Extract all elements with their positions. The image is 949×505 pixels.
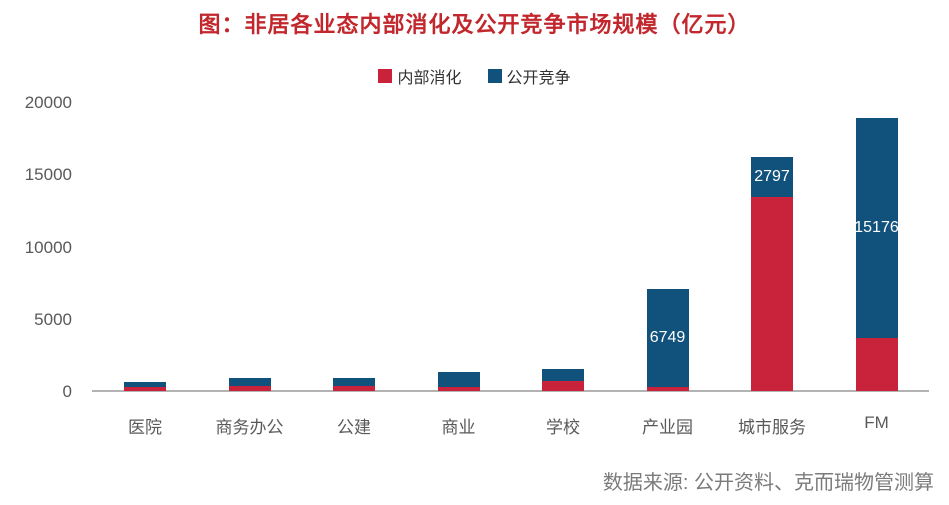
bar-segment-open-6 [646,289,689,387]
x-axis-label-5: 学校 [546,418,580,437]
chart-title: 图：非居各业态内部消化及公开竞争市场规模（亿元） [198,12,751,37]
x-axis-label-1: 医院 [128,418,162,437]
source-note: 数据来源: 公开资料、克而瑞物管测算 [602,472,934,494]
bar-segment-open-5 [542,368,584,381]
legend-label-internal: 内部消化 [397,70,462,87]
legend-item-open: 公开竞争 [487,64,571,88]
legend-item-internal: 内部消化 [378,64,462,88]
x-axis-label-7: 城市服务 [738,418,806,437]
x-axis-line [92,390,929,392]
bar-value-label: 15176 [854,218,899,236]
legend: 内部消化 公开竞争 [0,64,949,88]
y-tick-label: 15000 [24,165,72,185]
bar-segment-open-1 [124,382,166,388]
bar-segment-internal-2 [228,385,271,391]
bar-segment-internal-4 [437,387,480,391]
bar-segment-open-3 [333,378,375,386]
x-axis-label-6: 产业园 [642,418,693,437]
bar-value-label: 6749 [649,328,686,346]
bar-segment-internal-5 [542,380,584,391]
bar-segment-open-4 [437,371,480,388]
legend-label-open: 公开竞争 [506,70,571,87]
x-axis-label-8: FM [864,413,889,432]
legend-swatch-open [487,69,502,83]
bar-segment-open-2 [228,378,271,386]
bar-segment-open-7 [751,156,793,198]
bar-segment-internal-7 [751,197,793,391]
y-tick-label: 20000 [24,93,72,112]
bar-value-label: 2797 [754,168,790,186]
bar-segment-internal-1 [124,387,166,391]
x-axis-label-4: 商业 [441,418,476,437]
x-axis-label-2: 商务办公 [215,418,284,437]
y-tick-label: 0 [62,382,72,401]
bar-segment-internal-8 [855,337,898,391]
x-axis-label-3: 公建 [337,418,371,437]
bar-segment-internal-3 [333,385,375,391]
bar-segment-open-8 [855,118,898,338]
y-tick-label: 5000 [34,309,72,329]
bar-segment-internal-6 [646,386,689,391]
y-tick-label: 10000 [24,237,72,257]
legend-swatch-internal [378,69,393,83]
